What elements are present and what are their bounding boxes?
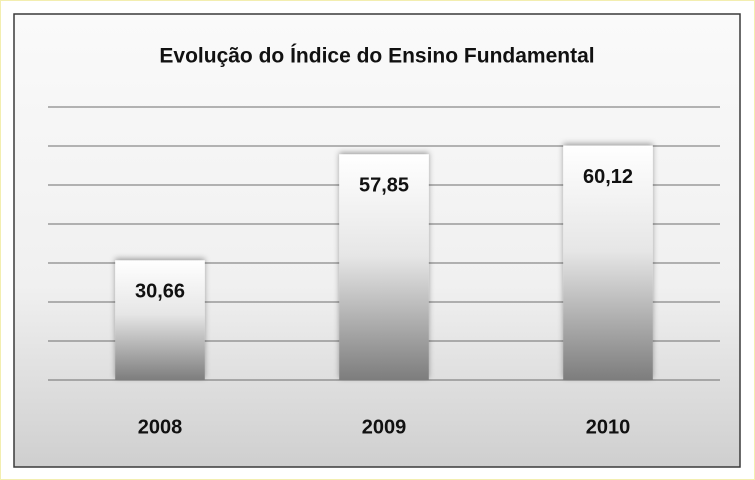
value-label: 30,66 (135, 281, 185, 303)
value-label: 60,12 (583, 166, 633, 188)
x-tick-label: 2008 (138, 416, 183, 438)
bar (115, 260, 205, 380)
chart-title: Evolução do Índice do Ensino Fundamental (159, 45, 594, 68)
bar (339, 154, 429, 380)
x-tick-label: 2009 (362, 416, 407, 438)
bar (563, 145, 653, 380)
value-label: 57,85 (359, 175, 409, 197)
x-tick-label: 2010 (586, 416, 631, 438)
